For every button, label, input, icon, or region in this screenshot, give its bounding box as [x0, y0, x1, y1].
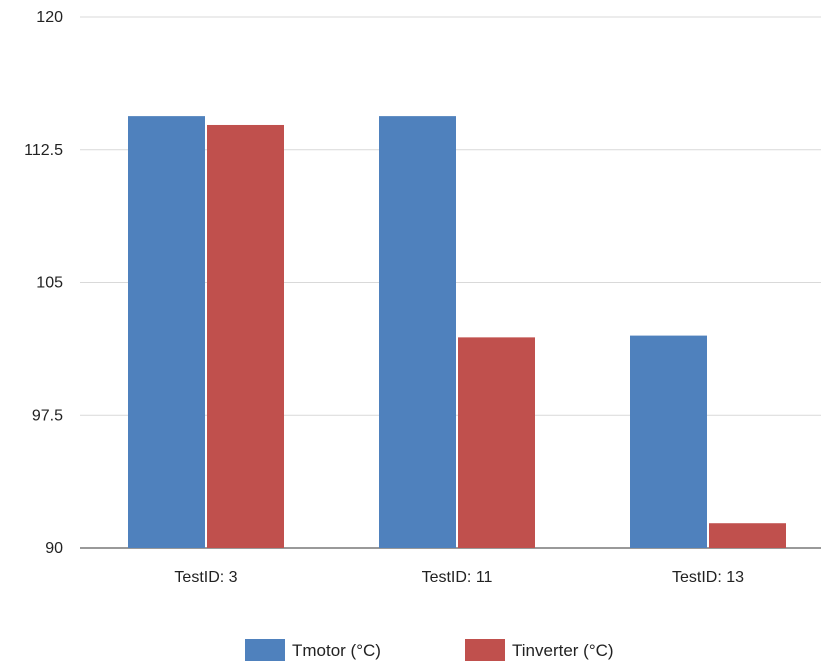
y-tick-label: 120 [36, 9, 63, 26]
x-tick-label: TestID: 11 [422, 569, 493, 586]
legend-label-tinverter: Tinverter (°C) [512, 641, 614, 660]
bar-tmotor-2 [630, 335, 707, 548]
bar-tinverter-0 [207, 124, 284, 548]
bar-tmotor-1 [379, 116, 456, 549]
legend: Tmotor (°C) Tinverter (°C) [245, 639, 614, 661]
x-tick-label: TestID: 13 [672, 569, 744, 586]
y-tick-label: 97.5 [32, 407, 63, 424]
bar-tinverter-1 [458, 337, 535, 548]
y-tick-label: 105 [36, 275, 63, 292]
bar-tinverter-2 [709, 523, 786, 548]
x-tick-label: TestID: 3 [174, 569, 237, 586]
x-axis-tick-labels: TestID: 3 TestID: 11 TestID: 13 [174, 569, 744, 586]
legend-swatch-tmotor [245, 639, 285, 661]
legend-swatch-tinverter [465, 639, 505, 661]
bars [128, 116, 786, 549]
y-axis-tick-labels: 90 97.5 105 112.5 120 [24, 9, 63, 557]
y-tick-label: 90 [45, 540, 63, 557]
y-tick-label: 112.5 [24, 142, 63, 159]
bar-tmotor-0 [128, 116, 205, 549]
legend-label-tmotor: Tmotor (°C) [292, 641, 381, 660]
